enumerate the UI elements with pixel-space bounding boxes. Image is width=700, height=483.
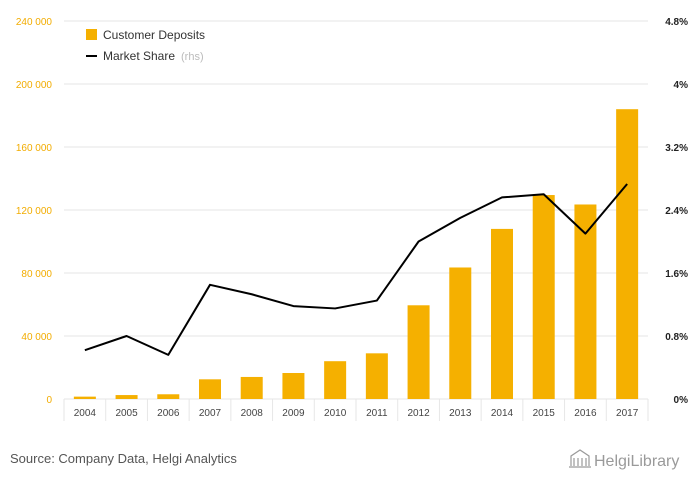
x-axis-tick-label: 2013: [449, 408, 472, 419]
bar-customer-deposits: [407, 305, 430, 399]
x-axis-tick-label: 2004: [74, 408, 97, 419]
deposit-bars: [73, 109, 639, 399]
x-axis-tick-label: 2017: [616, 408, 639, 419]
right-axis-tick-label: 0%: [674, 395, 689, 406]
x-axis-tick-label: 2010: [324, 408, 347, 419]
left-axis-tick-label: 40 000: [21, 332, 52, 343]
library-building-icon: [569, 449, 591, 468]
legend-label-rhs: (rhs): [181, 51, 204, 63]
bar-customer-deposits: [157, 394, 180, 399]
x-axis-tick-label: 2006: [157, 408, 180, 419]
left-axis-tick-label: 80 000: [21, 269, 52, 280]
bar-customer-deposits: [73, 396, 96, 399]
left-axis-tick-label: 160 000: [16, 143, 53, 154]
bar-customer-deposits: [449, 267, 472, 399]
legend-label-customer-deposits: Customer Deposits: [103, 28, 205, 42]
left-axis-tick-label: 120 000: [16, 206, 53, 217]
x-axis-tick-label: 2007: [199, 408, 222, 419]
left-axis-ticks: 0 40 000 80 000 120 000 160 000 200 000 240 00…: [16, 17, 53, 406]
x-axis-tick-label: 2015: [533, 408, 556, 419]
bar-customer-deposits: [282, 373, 305, 399]
bar-customer-deposits: [115, 395, 138, 399]
x-axis-tick-label: 2011: [366, 408, 388, 419]
left-axis-tick-label: 240 000: [16, 17, 53, 28]
bar-customer-deposits: [365, 353, 388, 399]
x-axis-tick-label: 2014: [491, 408, 514, 419]
market-share-line: [84, 183, 628, 356]
x-axis-tick-label: 2009: [282, 408, 305, 419]
legend-swatch-customer-deposits: [86, 29, 97, 40]
x-axis-ticks: 2004 2005 2006 2007 2008 2009 2010 2011 2012 2013…: [63, 399, 649, 421]
x-axis-tick-label: 2008: [241, 408, 264, 419]
bar-customer-deposits: [240, 376, 263, 399]
logo-text: HelgiLibrary: [594, 453, 679, 470]
legend-label-market-share: Market Share: [103, 49, 175, 63]
right-axis-tick-label: 1.6%: [665, 269, 688, 280]
x-axis-tick-label: 2005: [115, 408, 138, 419]
right-axis-tick-label: 2.4%: [665, 206, 688, 217]
legend: Customer Deposits Market Share (rhs): [86, 28, 205, 63]
right-axis-tick-label: 4%: [674, 80, 689, 91]
x-axis-tick-label: 2016: [574, 408, 597, 419]
helgi-library-logo: HelgiLibrary: [569, 449, 679, 470]
bar-customer-deposits: [616, 109, 639, 399]
right-axis-tick-label: 3.2%: [665, 143, 688, 154]
right-axis-tick-label: 0.8%: [665, 332, 688, 343]
bar-customer-deposits: [574, 204, 597, 399]
right-axis-tick-label: 4.8%: [665, 17, 688, 28]
left-axis-tick-label: 200 000: [16, 80, 53, 91]
bar-customer-deposits: [532, 195, 555, 399]
left-axis-tick-label: 0: [46, 395, 52, 406]
bar-customer-deposits: [491, 228, 513, 399]
bar-customer-deposits: [199, 379, 221, 399]
line-market-share: [84, 183, 628, 356]
x-axis-tick-label: 2012: [407, 408, 430, 419]
right-axis-ticks: 0% 0.8% 1.6% 2.4% 3.2% 4% 4.8%: [665, 17, 688, 406]
source-text: Source: Company Data, Helgi Analytics: [10, 451, 237, 466]
bar-customer-deposits: [324, 361, 347, 399]
grid-lines: [64, 20, 648, 400]
